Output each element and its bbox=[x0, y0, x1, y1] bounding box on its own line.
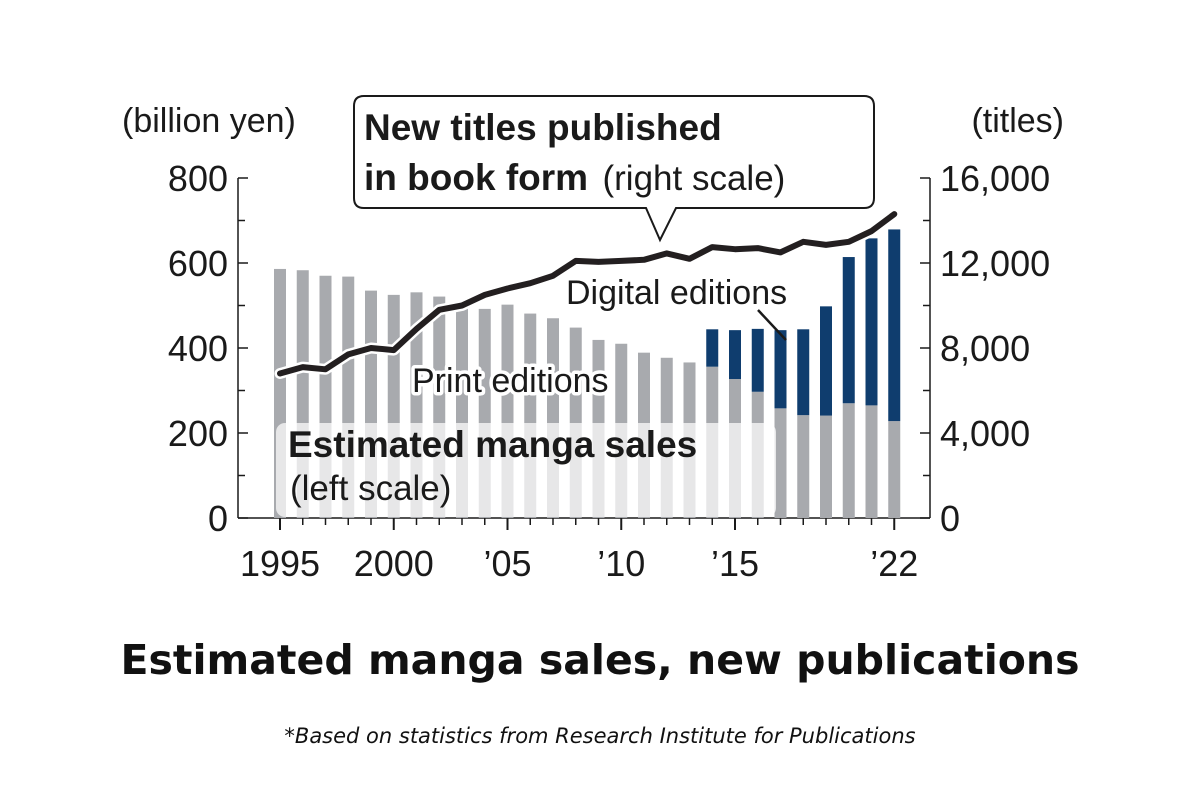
source-footnote: *Based on statistics from Research Insti… bbox=[284, 724, 916, 748]
manga-sales-chart: (billion yen) (titles) 0 200 400 600 800 0 4,0… bbox=[122, 95, 1064, 584]
titles-line-point bbox=[710, 245, 714, 249]
titles-line-point bbox=[278, 372, 282, 375]
titles-line-point bbox=[847, 240, 851, 244]
right-axis-tick-label: 4,000 bbox=[940, 413, 1030, 454]
bar-print-editions bbox=[774, 408, 787, 518]
left-axis-tick-label: 0 bbox=[208, 498, 228, 539]
axes: 0 200 400 600 800 0 4,000 8,000 12,000 16,000 1995… bbox=[168, 158, 1050, 584]
x-axis-tick-label: ’10 bbox=[597, 543, 645, 584]
titles-line-point bbox=[870, 229, 873, 233]
sales-label-panel bbox=[276, 423, 776, 517]
sales-label-bold: Estimated manga sales bbox=[288, 424, 697, 465]
right-axis-unit: (titles) bbox=[971, 102, 1064, 140]
bar-digital-editions bbox=[842, 257, 855, 404]
bar-digital-editions bbox=[774, 330, 787, 409]
digital-editions-leader bbox=[757, 309, 787, 341]
right-axis-tick-label: 8,000 bbox=[940, 328, 1030, 369]
titles-line-point bbox=[801, 240, 805, 244]
titles-line-point bbox=[642, 258, 646, 262]
right-axis-tick-label: 16,000 bbox=[940, 158, 1050, 199]
x-axis-tick-label: ’05 bbox=[483, 543, 531, 584]
titles-callout-bold: in book form bbox=[364, 157, 588, 198]
print-editions-label: Print editions bbox=[412, 362, 609, 400]
titles-callout-line1: New titles published bbox=[364, 107, 722, 148]
bar-print-editions bbox=[797, 415, 810, 518]
titles-line bbox=[277, 211, 898, 377]
left-axis-tick-label: 200 bbox=[168, 413, 228, 454]
titles-line-point bbox=[506, 287, 509, 290]
titles-line-point bbox=[528, 281, 532, 285]
titles-line-point bbox=[551, 274, 555, 278]
titles-line-point bbox=[415, 327, 418, 331]
titles-line-point bbox=[824, 243, 828, 247]
left-axis-tick-label: 400 bbox=[168, 328, 228, 369]
x-axis-tick-label: 1995 bbox=[240, 543, 320, 584]
bar-digital-editions bbox=[820, 306, 832, 416]
x-axis-tick-label: ’22 bbox=[870, 543, 918, 584]
titles-callout-note: (right scale) bbox=[603, 159, 786, 198]
left-axis-tick-label: 600 bbox=[168, 243, 228, 284]
bar-digital-editions bbox=[729, 330, 741, 380]
x-axis-tick-label: 2000 bbox=[354, 543, 434, 584]
titles-line-point bbox=[369, 346, 373, 350]
chart-title: Estimated manga sales, new publications bbox=[120, 636, 1080, 684]
titles-line-point bbox=[324, 367, 327, 371]
bar-digital-editions bbox=[797, 329, 810, 416]
x-axis-tick-label: ’15 bbox=[711, 543, 759, 584]
titles-line-point bbox=[779, 250, 782, 254]
titles-line-point bbox=[665, 251, 669, 255]
titles-line-point bbox=[756, 246, 760, 250]
left-axis-tick-label: 800 bbox=[168, 158, 228, 199]
titles-line-point bbox=[483, 293, 487, 297]
titles-line-point bbox=[301, 365, 305, 369]
titles-line-point bbox=[392, 348, 396, 352]
right-axis-tick-label: 12,000 bbox=[940, 243, 1050, 284]
titles-line-point bbox=[619, 259, 623, 263]
bar-print-editions bbox=[865, 405, 878, 518]
bar-print-editions bbox=[820, 415, 832, 518]
sales-label-note: (left scale) bbox=[290, 469, 451, 508]
right-axis-tick-label: 0 bbox=[940, 498, 960, 539]
bar-digital-editions bbox=[751, 328, 764, 392]
titles-line-point bbox=[597, 260, 600, 264]
titles-line-point bbox=[688, 257, 691, 261]
titles-line-point bbox=[574, 259, 578, 263]
titles-line-point bbox=[437, 308, 441, 312]
bar-print-editions bbox=[842, 403, 855, 518]
left-axis-unit: (billion yen) bbox=[122, 102, 296, 140]
bar-digital-editions bbox=[888, 229, 901, 422]
titles-line-point bbox=[892, 212, 896, 216]
bar-print-editions bbox=[888, 421, 901, 518]
titles-line-point bbox=[346, 352, 350, 356]
titles-line-point bbox=[733, 247, 737, 251]
titles-callout-box bbox=[353, 95, 875, 243]
titles-line-point bbox=[460, 304, 464, 307]
titles-line-layer bbox=[274, 208, 900, 379]
bar-digital-editions bbox=[706, 329, 719, 367]
digital-editions-label: Digital editions bbox=[566, 274, 787, 312]
bar-digital-editions bbox=[865, 238, 878, 406]
titles-callout-line2: in book form (right scale) bbox=[364, 157, 785, 198]
